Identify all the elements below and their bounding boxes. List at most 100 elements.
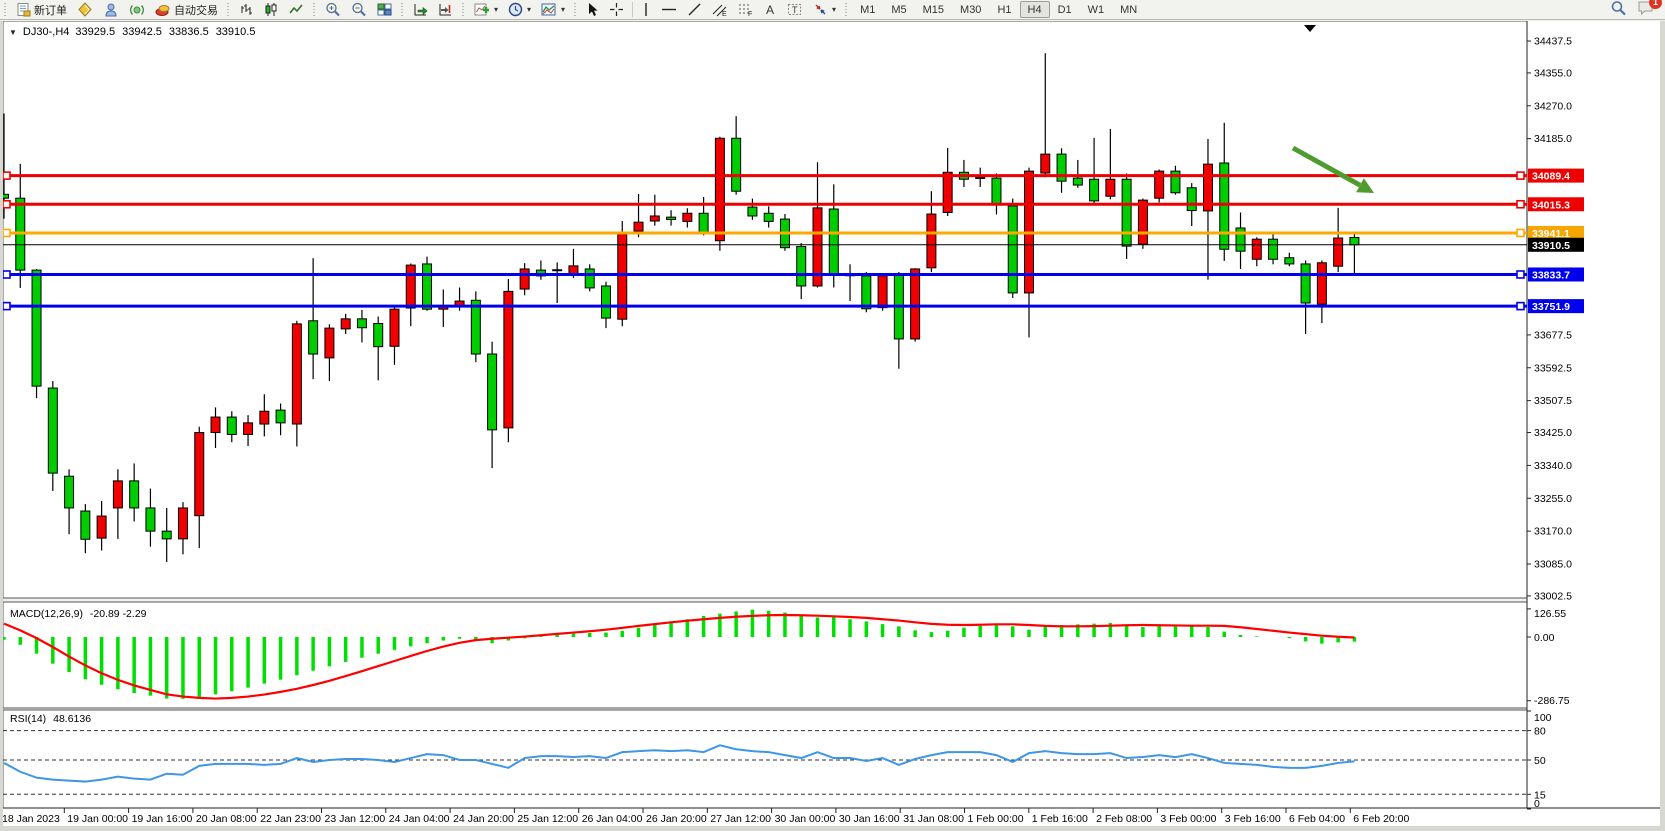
ohlc-high: 33942.5	[122, 26, 162, 38]
periods-button[interactable]: ▾	[503, 1, 536, 19]
time-tick: 1 Feb 16:00	[1032, 813, 1088, 825]
candlestick-chart-button[interactable]	[259, 1, 284, 19]
candle	[877, 275, 888, 309]
toolbar-grip[interactable]	[400, 2, 405, 17]
rsi-layer: 100 80 50 150	[3, 710, 1552, 810]
styles-button[interactable]	[72, 1, 98, 19]
candle	[991, 177, 1002, 205]
candle	[1268, 238, 1279, 260]
auto-scroll-button[interactable]	[408, 1, 433, 19]
time-tick: 24 Jan 20:00	[453, 813, 514, 825]
timeframe-M15[interactable]: M15	[922, 4, 945, 16]
zoom-in-button[interactable]	[320, 1, 346, 19]
annotation-arrow-head[interactable]	[1356, 178, 1374, 193]
chart-ohlc-header: ▼ DJ30-,H4 33929.5 33942.5 33836.5 33910…	[9, 26, 255, 38]
new-order-button[interactable]: 新订单	[11, 1, 72, 19]
text-label-button[interactable]: T	[782, 1, 808, 19]
line-handle[interactable]	[1516, 301, 1525, 311]
chevron-down-icon: ▾	[527, 5, 532, 14]
fibonacci-button[interactable]: F	[733, 1, 759, 19]
candle	[584, 268, 595, 289]
price-tick: 33677.5	[1534, 329, 1572, 341]
timeframe-M1[interactable]: M1	[860, 4, 876, 16]
candle	[731, 137, 742, 192]
annotation-arrow[interactable]	[1291, 145, 1362, 188]
candle	[926, 213, 937, 269]
candle	[633, 221, 644, 232]
price-badge	[1528, 197, 1584, 212]
arrows-button[interactable]: ▾	[808, 1, 841, 19]
autotrading-button[interactable]: 自动交易	[150, 1, 223, 19]
rsi-value: 48.6136	[53, 713, 92, 725]
timeframe-W1[interactable]: W1	[1087, 4, 1105, 16]
crosshair-button[interactable]	[604, 1, 629, 19]
candle	[308, 320, 319, 355]
chart-canvas[interactable]: 34437.5 34355.0 34270.0 34185.0 33677.5 33592…	[0, 21, 1665, 831]
line-handle[interactable]	[2, 171, 11, 180]
indicators-button[interactable]: ▾	[469, 1, 503, 19]
cursor-button[interactable]	[581, 1, 604, 19]
toolbar-grip[interactable]	[3, 2, 8, 17]
search-icon[interactable]	[1610, 0, 1627, 19]
vertical-line-button[interactable]	[636, 1, 656, 19]
toolbar-grip[interactable]	[312, 2, 317, 17]
candle	[1186, 187, 1197, 212]
bar-chart-button[interactable]	[234, 1, 259, 19]
timeframe-MN[interactable]: MN	[1120, 4, 1138, 16]
time-tick: 6 Feb 04:00	[1289, 813, 1345, 825]
candle	[487, 353, 498, 431]
line-chart-button[interactable]	[284, 1, 309, 19]
timeframe-H1[interactable]: H1	[997, 4, 1012, 16]
channel-button[interactable]: E	[707, 1, 733, 19]
toolbar-grip[interactable]	[226, 2, 231, 17]
chart-shift-marker[interactable]	[1304, 25, 1316, 32]
vertical-line-icon	[641, 2, 651, 17]
line-handle[interactable]	[1516, 171, 1525, 180]
line-handle[interactable]	[1516, 228, 1525, 238]
line-handle[interactable]	[2, 301, 11, 311]
tile-windows-button[interactable]	[372, 1, 397, 19]
line-handle[interactable]	[1516, 270, 1525, 279]
price-badge	[1528, 168, 1584, 183]
timeframe-M5[interactable]: M5	[891, 4, 907, 16]
timeframe-H4[interactable]: H4	[1019, 1, 1050, 18]
price-badge-value: 33941.1	[1532, 228, 1570, 240]
line-handle[interactable]	[1516, 199, 1525, 209]
rsi-line	[3, 744, 1355, 783]
line-handle[interactable]	[2, 228, 11, 238]
chevron-down-icon: ▾	[494, 5, 499, 14]
signals-button[interactable]	[124, 1, 150, 19]
levels-layer	[2, 171, 1527, 311]
collapse-ohlc-icon[interactable]: ▼	[9, 27, 17, 37]
horizontal-line-button[interactable]	[656, 1, 682, 19]
timeframe-M30[interactable]: M30	[960, 4, 982, 16]
signal-icon	[129, 2, 145, 17]
time-axis: 18 Jan 2023 19 Jan 00:00 19 Jan 16:00 20 Ja…	[0, 808, 1410, 825]
candle	[226, 416, 237, 435]
line-handle[interactable]	[2, 270, 11, 279]
svg-text:F: F	[748, 11, 752, 17]
templates-button[interactable]: ▾	[536, 1, 570, 19]
toolbar-grip[interactable]	[573, 2, 579, 17]
symbol-period: DJ30-,H4	[22, 26, 70, 38]
notifications-button[interactable]: 1	[1637, 0, 1662, 19]
zoom-out-button[interactable]	[346, 1, 372, 19]
rsi-axis-tick: 80	[1534, 726, 1546, 738]
candle	[177, 507, 188, 540]
toolbar-grip[interactable]	[461, 2, 466, 17]
timeframe-D1[interactable]: D1	[1057, 4, 1072, 16]
line-handle[interactable]	[2, 199, 11, 209]
price-tick: 33507.5	[1534, 395, 1572, 407]
horizontal-line-icon	[661, 2, 677, 17]
trendline-button[interactable]	[682, 1, 707, 19]
community-button[interactable]	[98, 1, 124, 19]
text-button[interactable]: A	[759, 1, 782, 19]
toolbar-grip[interactable]	[844, 2, 850, 17]
candle	[129, 480, 140, 509]
new-order-label: 新订单	[34, 4, 67, 17]
line-chart-icon	[289, 2, 304, 17]
time-tick: 30 Jan 00:00	[775, 813, 836, 825]
candle	[942, 171, 953, 214]
chart-shift-button[interactable]	[433, 1, 458, 19]
